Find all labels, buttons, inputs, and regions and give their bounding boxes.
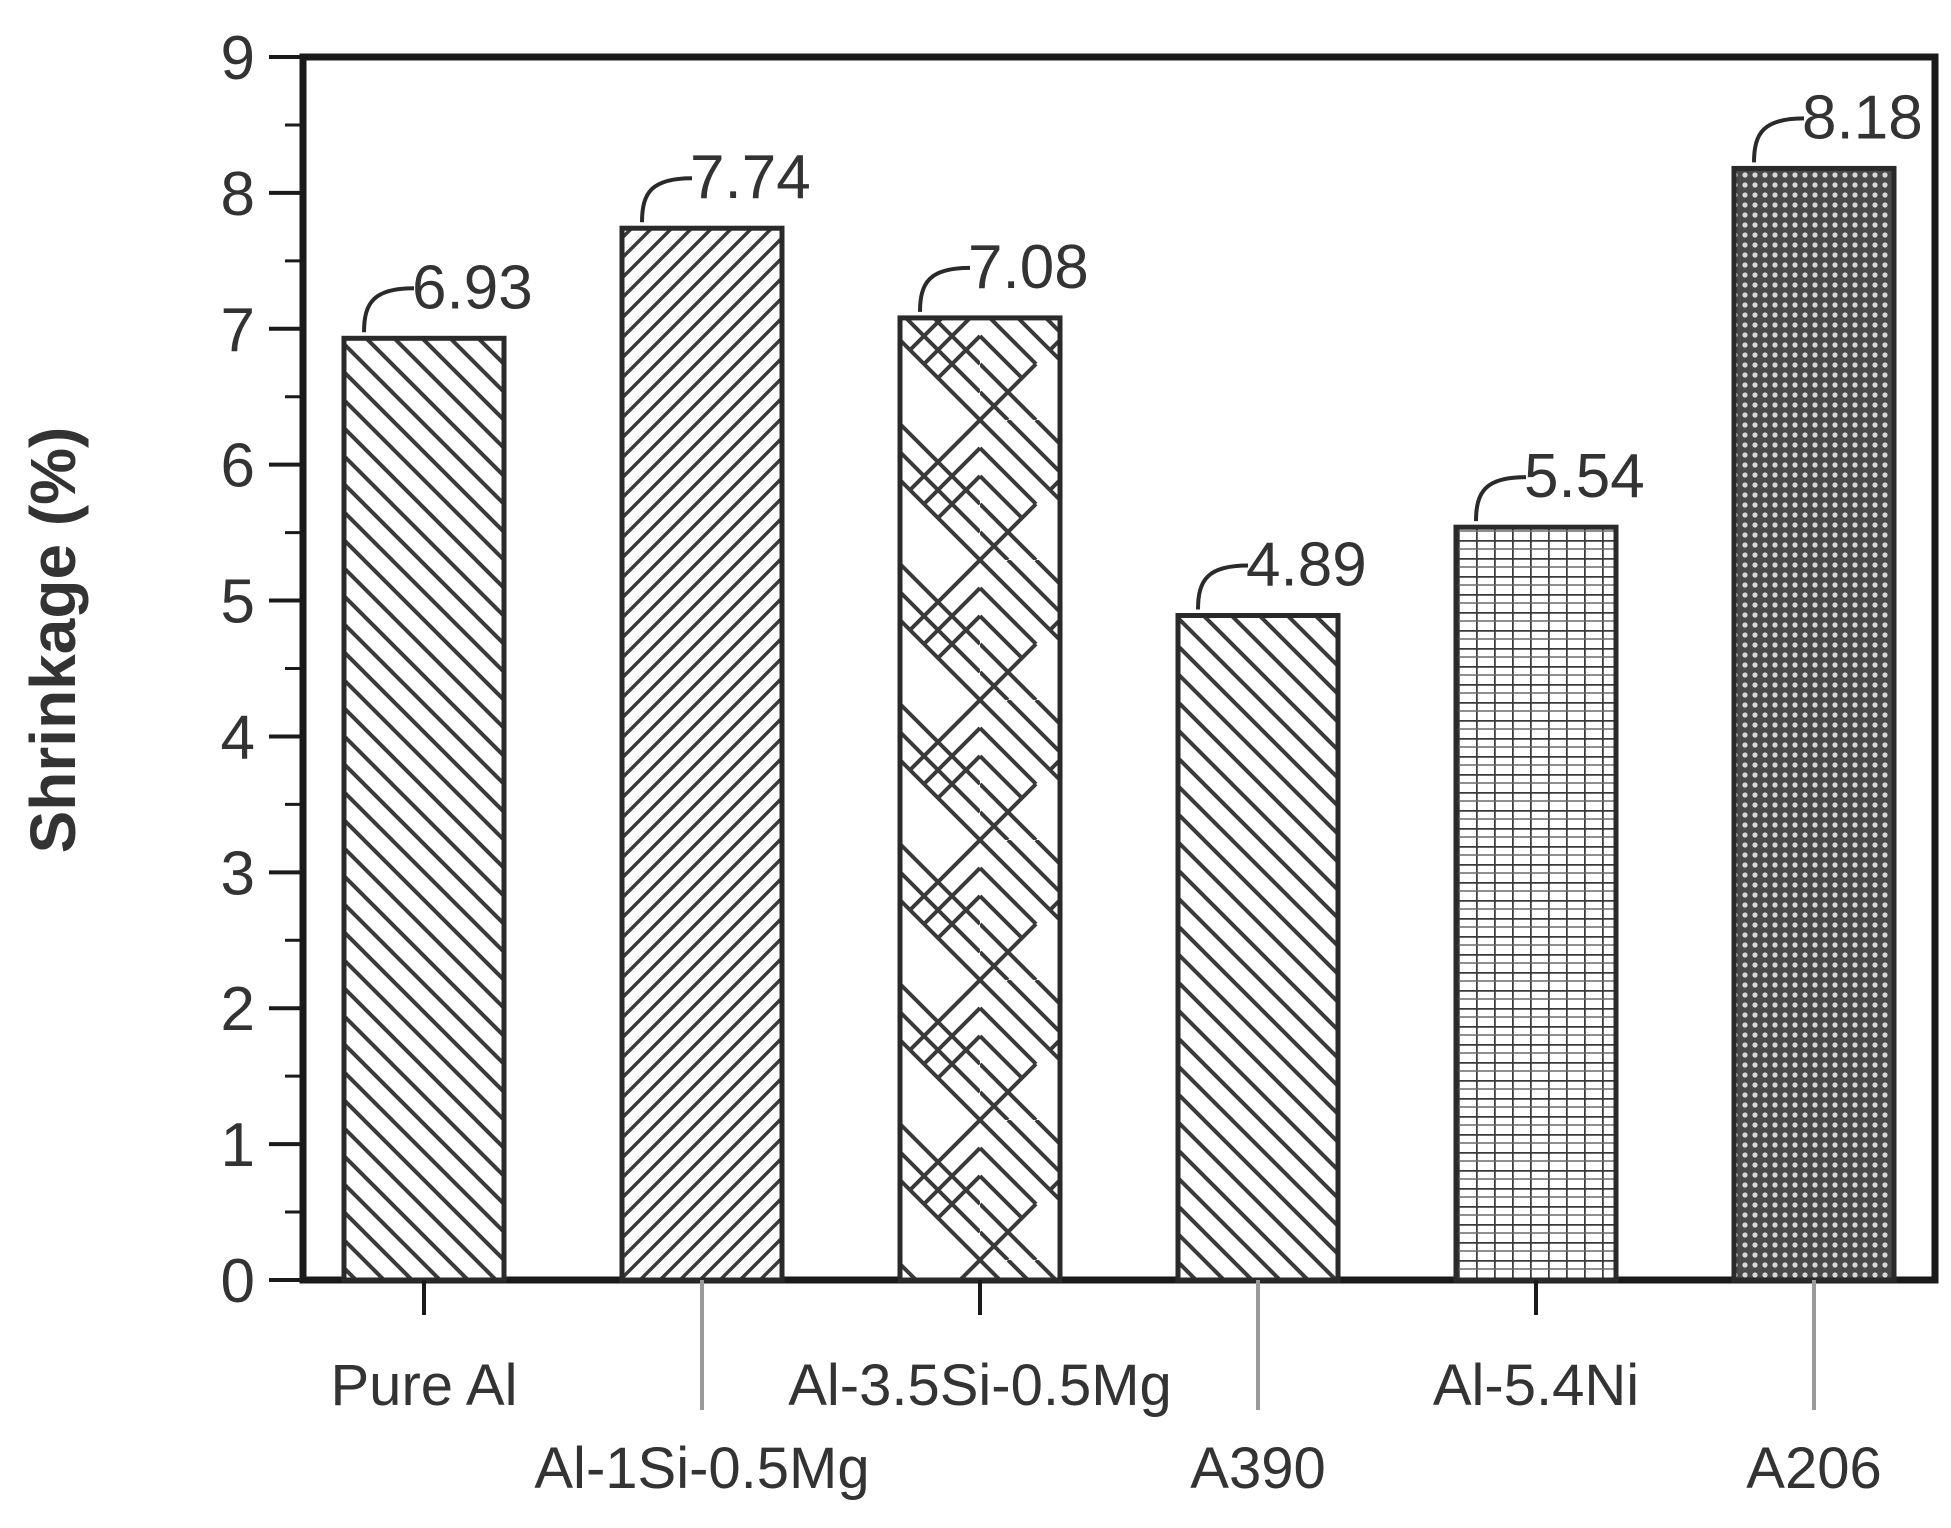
y-tick-label: 5 (221, 568, 255, 637)
x-tick-label: A390 (1190, 1436, 1325, 1501)
bar (619, 225, 785, 1283)
value-leader (918, 265, 971, 312)
bar (897, 315, 1063, 1283)
value-label: 8.18 (1802, 83, 1923, 152)
y-axis-label: Shrinkage (%) (17, 427, 89, 854)
value-leader (362, 286, 415, 333)
value-leader (1474, 475, 1527, 522)
y-tick-label: 8 (221, 160, 255, 229)
value-leader (1752, 116, 1805, 163)
y-tick-label: 7 (221, 296, 255, 365)
x-tick-label: Al-1Si-0.5Mg (534, 1436, 869, 1501)
plot-area: 0 1 2 3 4 5 6 7 8 9 6.93 Pure Al 7.74 Al-1Si-0.5Mg 7.0… (221, 24, 1939, 1501)
y-tick-label: 9 (221, 24, 255, 93)
bar (1731, 165, 1897, 1283)
bar (1453, 524, 1619, 1283)
value-label: 6.93 (412, 253, 533, 322)
value-label: 5.54 (1524, 442, 1645, 511)
x-tick-label: Al-5.4Ni (1433, 1353, 1639, 1418)
value-label: 7.08 (968, 233, 1089, 302)
y-tick-label: 0 (221, 1247, 255, 1316)
y-tick-label: 3 (221, 839, 255, 908)
value-label: 4.89 (1246, 531, 1367, 600)
plot-frame (299, 53, 1939, 1284)
value-leader (1196, 563, 1249, 610)
bar (341, 335, 507, 1283)
y-tick-label: 2 (221, 975, 255, 1044)
bar (1175, 613, 1341, 1283)
y-tick-label: 1 (221, 1111, 255, 1180)
y-tick-label: 6 (221, 432, 255, 501)
value-label: 7.74 (690, 143, 811, 212)
x-tick-label: A206 (1746, 1436, 1881, 1501)
y-tick-label: 4 (221, 703, 255, 772)
value-leader (640, 176, 693, 223)
x-tick-label: Al-3.5Si-0.5Mg (788, 1353, 1172, 1418)
x-tick-label: Pure Al (331, 1353, 518, 1418)
